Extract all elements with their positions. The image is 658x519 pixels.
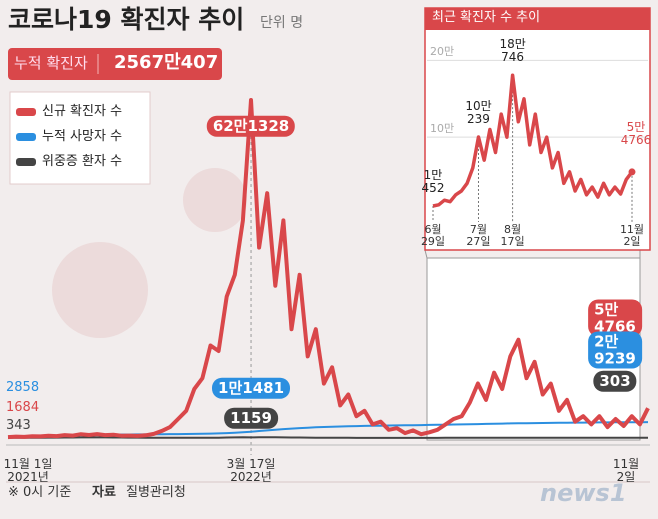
inset-header	[425, 8, 650, 30]
title: 코로나19 확진자 추이	[8, 5, 245, 34]
total-value: 2567만407	[114, 52, 219, 73]
inset-title: 최근 확진자 수 추이	[432, 10, 541, 25]
data-label: 303	[593, 370, 637, 392]
virus-decoration	[52, 242, 148, 338]
data-label: 5만 4766	[620, 119, 652, 147]
data-label: 1만1481	[212, 377, 291, 399]
legend-label: 위중증 환자 수	[42, 153, 123, 169]
virus-decoration	[183, 168, 247, 232]
footnote: ※ 0시 기준	[8, 485, 72, 500]
data-label: 1159	[224, 407, 278, 429]
x-tick-label: 11월 1일 2021년	[3, 457, 53, 485]
data-label: 1684	[6, 399, 40, 415]
data-label: 343	[6, 417, 31, 433]
data-label: 62만1328	[206, 115, 296, 137]
x-tick-label: 11월 2일	[619, 223, 645, 249]
end-point	[628, 168, 636, 176]
x-tick-label: 8월 17일	[500, 223, 525, 249]
data-label: 2858	[6, 379, 40, 395]
x-tick-label: 7월 27일	[466, 223, 491, 249]
logo: news1	[540, 479, 627, 507]
legend-swatch	[16, 158, 36, 166]
data-label: 2만9239	[588, 331, 642, 369]
y-tick-label: 10만	[430, 122, 455, 136]
total-box	[8, 48, 222, 80]
series-line	[432, 73, 634, 208]
legend-label: 누적 사망자 수	[42, 128, 123, 144]
data-label: 18만 746	[499, 36, 526, 65]
series-line	[7, 98, 650, 440]
unit: 단위 명	[260, 15, 304, 31]
total-label: 누적 확진자	[14, 54, 88, 72]
legend-label: 신규 확진자 수	[42, 103, 123, 119]
data-label: 10만 239	[465, 98, 492, 126]
y-tick-label: 20만	[430, 45, 455, 59]
data-label: 5만4766	[588, 299, 642, 337]
legend-swatch	[16, 133, 36, 141]
legend-swatch	[16, 108, 36, 116]
x-tick-label: 11월 2일	[612, 457, 640, 485]
data-label: 1만 452	[421, 167, 445, 195]
series-line	[8, 436, 648, 439]
x-tick-label: 3월 17일 2022년	[226, 457, 276, 485]
zoom-connector	[424, 249, 428, 259]
source: 질병관리청	[126, 485, 186, 500]
x-tick-label: 6월 29일	[420, 223, 446, 249]
source-label: 자료	[92, 485, 116, 500]
